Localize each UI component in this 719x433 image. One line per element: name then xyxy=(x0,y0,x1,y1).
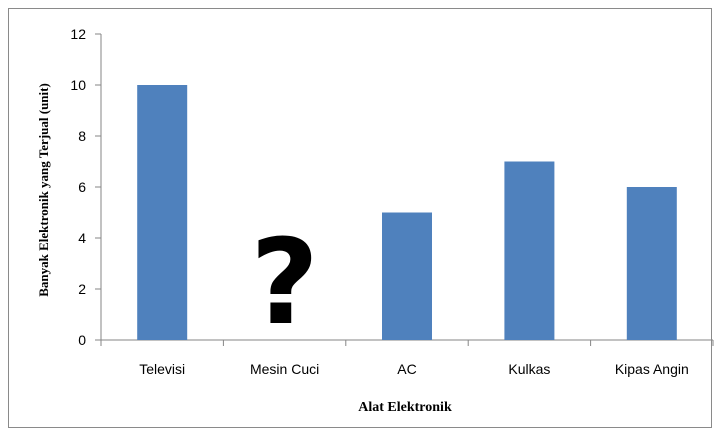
bar xyxy=(626,187,677,340)
bar xyxy=(137,85,188,340)
y-axis-title: Banyak Elektronik yang Terjual (unit) xyxy=(36,83,51,297)
bar xyxy=(382,212,432,340)
bars: ? xyxy=(137,85,677,351)
y-tick-label: 0 xyxy=(78,332,86,348)
x-tick-label: AC xyxy=(397,361,416,377)
bar xyxy=(504,161,555,340)
x-tick-label: Kipas Angin xyxy=(615,361,689,377)
y-tick-label: 8 xyxy=(78,128,86,144)
x-axis-title: Alat Elektronik xyxy=(358,400,452,415)
chart-frame xyxy=(8,8,712,428)
x-tick-label: Mesin Cuci xyxy=(250,361,319,377)
y-tick-label: 10 xyxy=(70,77,86,93)
y-tick-label: 6 xyxy=(78,179,86,195)
x-tick-label: Televisi xyxy=(139,361,185,377)
x-axis: Televisi Mesin Cuci AC Kulkas Kipas Angin xyxy=(100,339,714,377)
unknown-value-marker: ? xyxy=(250,213,318,351)
y-axis: 0 2 4 6 8 10 12 xyxy=(70,26,102,348)
x-tick-label: Kulkas xyxy=(508,361,550,377)
y-tick-label: 12 xyxy=(70,26,86,42)
y-tick-label: 2 xyxy=(78,281,86,297)
y-tick-label: 4 xyxy=(78,230,86,246)
